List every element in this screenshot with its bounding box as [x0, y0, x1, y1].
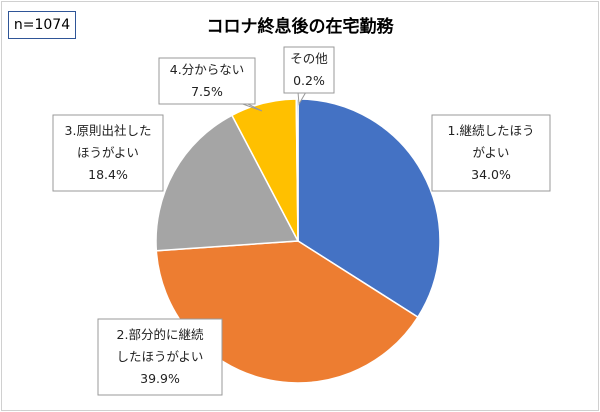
slice-category-label: その他	[290, 51, 328, 66]
slice-value-label: 7.5%	[191, 84, 223, 99]
callout-box	[431, 114, 551, 192]
pie-slice	[295, 98, 299, 242]
callout-pointer	[239, 102, 263, 112]
pie-slice	[297, 98, 441, 319]
callout-box	[52, 114, 164, 192]
slice-value-label: 18.4%	[88, 167, 128, 182]
callout-box	[283, 46, 335, 94]
slice-category-label: ほうがよい	[77, 145, 139, 160]
callout-pointer	[297, 91, 307, 106]
slice-category-label: 2.部分的に継続	[117, 327, 204, 342]
slice-value-label: 0.2%	[293, 73, 325, 88]
slice-value-label: 34.0%	[471, 167, 511, 182]
callout-box	[158, 57, 256, 105]
slice-category-label: 4.分からない	[170, 62, 244, 77]
slice-value-label: 39.9%	[140, 371, 180, 386]
pie-slice	[155, 114, 300, 252]
slice-category-label: したほうがよい	[117, 349, 204, 364]
slice-category-label: 3.原則出社した	[65, 123, 152, 138]
sample-size-box: n=1074	[8, 11, 76, 39]
callout-box	[97, 318, 223, 396]
slice-category-label: がよい	[473, 145, 510, 160]
slice-category-label: 1.継続したほう	[448, 123, 535, 138]
chart-title: コロナ終息後の在宅勤務	[206, 17, 394, 37]
